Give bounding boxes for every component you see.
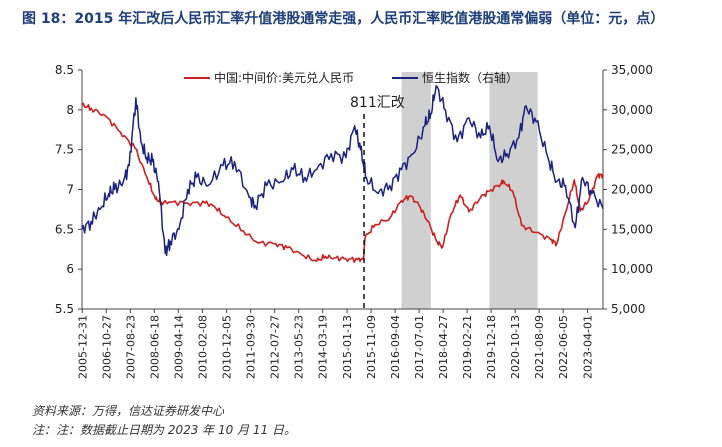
y-right-tick-label: 25,000 bbox=[611, 143, 653, 157]
x-tick-label: 2018-04-27 bbox=[437, 315, 450, 379]
annotation-label: 811汇改 bbox=[350, 95, 405, 111]
y-right-tick-label: 15,000 bbox=[611, 222, 653, 236]
x-tick-label: 2021-08-09 bbox=[533, 315, 546, 379]
x-tick-label: 2007-08-23 bbox=[124, 315, 137, 379]
x-tick-label: 2019-02-21 bbox=[461, 315, 474, 379]
annotation: 811汇改 bbox=[350, 95, 405, 309]
series-lines bbox=[81, 85, 604, 264]
x-tick-label: 2016-09-04 bbox=[389, 315, 402, 379]
series-line-hsi bbox=[81, 85, 604, 257]
y-right-tick-label: 35,000 bbox=[611, 63, 653, 77]
y-right-tick-label: 10,000 bbox=[611, 262, 653, 276]
legend-label: 中国:中间价:美元兑人民币 bbox=[214, 70, 354, 85]
x-tick-label: 2013-05-23 bbox=[293, 315, 306, 379]
shaded-period-2 bbox=[489, 72, 538, 309]
y-left-tick-label: 6.5 bbox=[55, 222, 74, 236]
x-tick-label: 2015-01-13 bbox=[341, 315, 354, 379]
y-left-tick-label: 5.5 bbox=[55, 302, 74, 316]
x-tick-label: 2014-03-19 bbox=[317, 315, 330, 379]
x-tick-label: 2009-04-14 bbox=[172, 315, 185, 379]
x-tick-label: 2020-10-13 bbox=[509, 315, 522, 379]
shaded-periods bbox=[401, 72, 538, 309]
x-tick-label: 2010-02-08 bbox=[196, 315, 209, 379]
x-tick-label: 2012-07-27 bbox=[269, 315, 282, 379]
y-left-tick-label: 8.5 bbox=[55, 63, 74, 77]
shaded-period-1 bbox=[401, 72, 431, 309]
y-left-tick-label: 7.5 bbox=[55, 143, 74, 157]
y-left-tick-label: 7 bbox=[66, 183, 74, 197]
x-tick-label: 2023-04-01 bbox=[581, 315, 594, 379]
x-tick-label: 2017-07-01 bbox=[413, 315, 426, 379]
figure-title: 图 18：2015 年汇改后人民币汇率升值港股通常走强，人民币汇率贬值港股通常偏… bbox=[22, 11, 665, 27]
source-note: 资料来源：万得，信达证券研发中心 bbox=[32, 404, 225, 418]
series-line-usdcny bbox=[81, 102, 604, 264]
y-right-tick-label: 5,000 bbox=[611, 302, 645, 316]
x-tick-label: 2006-10-27 bbox=[100, 315, 113, 379]
y-left-tick-label: 8 bbox=[66, 103, 74, 117]
x-tick-label: 2005-12-31 bbox=[76, 315, 89, 379]
y-right-tick-label: 20,000 bbox=[611, 183, 653, 197]
x-tick-label: 2011-09-30 bbox=[245, 315, 258, 379]
legend-label: 恒生指数（右轴） bbox=[422, 70, 518, 85]
date-note: 注：注：数据截止日期为 2023 年 10 月 11 日。 bbox=[32, 423, 296, 437]
x-tick-label: 2022-06-05 bbox=[557, 315, 570, 379]
axes: 5.5 6 6.5 7 7.5 8 8.5 5,000 10,000 15,000 20,000 25… bbox=[55, 63, 653, 379]
x-tick-label: 2008-06-18 bbox=[148, 315, 161, 379]
y-right-tick-label: 30,000 bbox=[611, 103, 653, 117]
x-tick-label: 2010-12-05 bbox=[221, 315, 234, 379]
x-tick-label: 2019-12-18 bbox=[485, 315, 498, 379]
legend: 中国:中间价:美元兑人民币 恒生指数（右轴） bbox=[184, 70, 518, 85]
x-tick-label: 2015-11-09 bbox=[365, 315, 378, 379]
y-left-tick-label: 6 bbox=[66, 262, 74, 276]
